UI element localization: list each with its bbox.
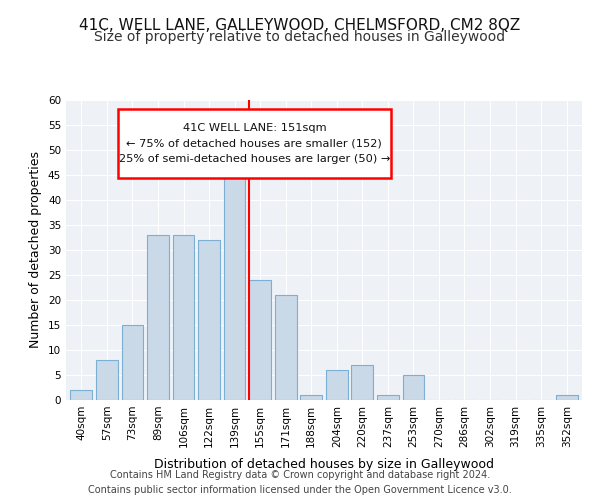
Bar (147, 235, 169, 400)
Bar (224, 165, 245, 400)
Bar (556, 395, 578, 400)
Bar (173, 235, 194, 400)
FancyBboxPatch shape (118, 109, 391, 178)
Bar (275, 295, 296, 400)
Bar (403, 375, 424, 400)
Bar (301, 395, 322, 400)
Bar (326, 370, 347, 400)
Bar (249, 280, 271, 400)
Bar (122, 325, 143, 400)
Text: Contains HM Land Registry data © Crown copyright and database right 2024.
Contai: Contains HM Land Registry data © Crown c… (88, 470, 512, 495)
X-axis label: Distribution of detached houses by size in Galleywood: Distribution of detached houses by size … (154, 458, 494, 471)
Text: 41C, WELL LANE, GALLEYWOOD, CHELMSFORD, CM2 8QZ: 41C, WELL LANE, GALLEYWOOD, CHELMSFORD, … (79, 18, 521, 32)
Text: 41C WELL LANE: 151sqm
← 75% of detached houses are smaller (152)
25% of semi-det: 41C WELL LANE: 151sqm ← 75% of detached … (119, 123, 390, 164)
Text: Size of property relative to detached houses in Galleywood: Size of property relative to detached ho… (94, 30, 506, 44)
Bar (96, 360, 118, 400)
Bar (198, 240, 220, 400)
Y-axis label: Number of detached properties: Number of detached properties (29, 152, 43, 348)
Bar (70, 390, 92, 400)
Bar (352, 365, 373, 400)
Bar (377, 395, 399, 400)
